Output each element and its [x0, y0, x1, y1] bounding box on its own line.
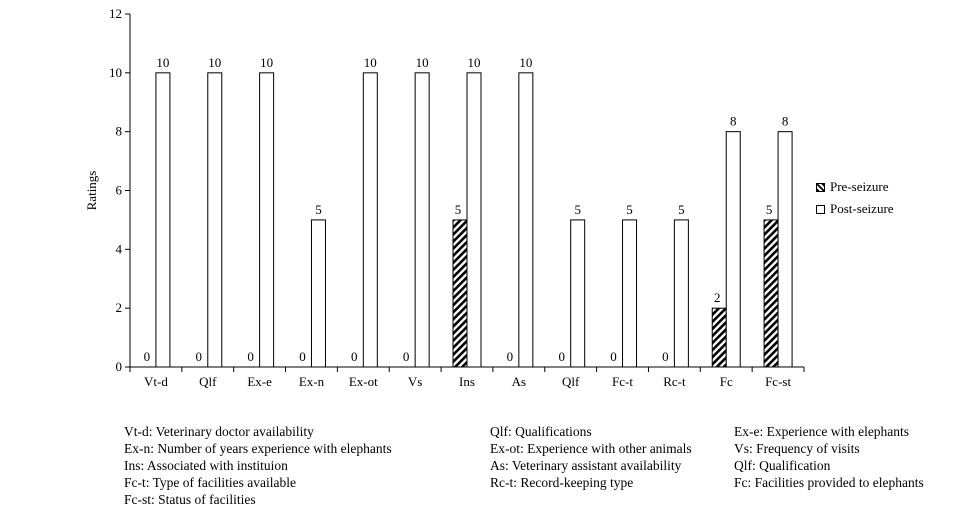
note-line: Ex-ot: Experience with other animals — [490, 441, 692, 456]
note-line: As: Veterinary assistant availability — [490, 458, 682, 473]
x-tick-label: Fc-st — [765, 374, 791, 389]
note-line: Ex-n: Number of years experience with el… — [124, 441, 392, 456]
post-seizure-bar — [673, 219, 689, 368]
post-seizure-data-label: 5 — [315, 202, 322, 217]
post-seizure-data-label: 10 — [208, 55, 221, 70]
notes-column-2: Qlf: Qualifications Ex-ot: Experience wi… — [490, 423, 692, 491]
post-seizure-bar — [310, 219, 326, 368]
note-line: Fc-t: Type of facilities available — [124, 475, 296, 490]
hatch-swatch-icon — [816, 182, 825, 192]
y-tick-label: 0 — [116, 359, 123, 374]
post-seizure-bar — [362, 72, 378, 368]
note-line: Qlf: Qualification — [734, 458, 831, 473]
notes-column-3: Ex-e: Experience with elephants Vs: Freq… — [734, 423, 924, 491]
x-tick-label: As — [512, 374, 526, 389]
post-seizure-data-label: 10 — [416, 55, 429, 70]
legend-label-post-seizure: Post-seizure — [830, 201, 894, 216]
pre-seizure-bar — [452, 219, 468, 368]
post-seizure-data-label: 10 — [468, 55, 481, 70]
x-tick-label: Ins — [459, 374, 475, 389]
pre-seizure-data-label: 0 — [610, 349, 617, 364]
open-swatch-icon — [816, 204, 825, 214]
pre-seizure-bar — [763, 219, 779, 368]
post-seizure-bar — [259, 72, 275, 368]
post-seizure-bar — [725, 131, 741, 368]
x-tick-label: Vt-d — [144, 374, 168, 389]
post-seizure-data-label: 8 — [730, 114, 737, 129]
y-tick-label: 6 — [116, 183, 123, 198]
pre-seizure-data-label: 0 — [507, 349, 514, 364]
notes-column-1: Vt-d: Veterinary doctor availability Ex-… — [124, 423, 392, 508]
y-tick-label: 4 — [116, 241, 123, 256]
pre-seizure-data-label: 5 — [455, 202, 462, 217]
post-seizure-data-label: 8 — [782, 114, 789, 129]
note-line: Vs: Frequency of visits — [734, 441, 860, 456]
note-line: Fc: Facilities provided to elephants — [734, 475, 924, 490]
x-tick-label: Ex-ot — [349, 374, 378, 389]
post-seizure-bar — [414, 72, 430, 368]
x-tick-label: Fc-t — [612, 374, 633, 389]
pre-seizure-data-label: 0 — [558, 349, 565, 364]
y-tick-label: 10 — [109, 65, 122, 80]
pre-seizure-data-label: 0 — [196, 349, 203, 364]
post-seizure-bar — [207, 72, 223, 368]
pre-seizure-data-label: 0 — [299, 349, 306, 364]
post-seizure-bar — [622, 219, 638, 368]
y-tick-label: 2 — [116, 300, 123, 315]
x-tick-label: Ex-n — [299, 374, 325, 389]
legend-label-pre-seizure: Pre-seizure — [830, 179, 889, 194]
x-tick-label: Ex-e — [247, 374, 272, 389]
pre-seizure-data-label: 5 — [766, 202, 773, 217]
note-line: Qlf: Qualifications — [490, 424, 592, 439]
pre-seizure-data-label: 0 — [144, 349, 151, 364]
post-seizure-data-label: 5 — [626, 202, 633, 217]
x-tick-label: Qlf — [199, 374, 217, 389]
x-tick-label: Rc-t — [663, 374, 686, 389]
y-axis-label: Ratings — [84, 171, 99, 211]
post-seizure-data-label: 10 — [519, 55, 532, 70]
legend-item-pre-seizure: Pre-seizure — [816, 176, 894, 198]
note-line: Vt-d: Veterinary doctor availability — [124, 424, 314, 439]
post-seizure-data-label: 10 — [156, 55, 169, 70]
post-seizure-data-label: 5 — [574, 202, 581, 217]
pre-seizure-data-label: 0 — [662, 349, 669, 364]
legend: Pre-seizure Post-seizure — [816, 176, 894, 220]
pre-seizure-data-label: 2 — [714, 290, 721, 305]
post-seizure-bar — [570, 219, 586, 368]
post-seizure-bar — [155, 72, 171, 368]
note-line: Ins: Associated with instituion — [124, 458, 288, 473]
note-line: Ex-e: Experience with elephants — [734, 424, 910, 439]
post-seizure-bar — [777, 131, 793, 368]
post-seizure-data-label: 5 — [678, 202, 685, 217]
post-seizure-bar — [466, 72, 482, 368]
note-line: Fc-st: Status of facilities — [124, 492, 256, 507]
pre-seizure-data-label: 0 — [351, 349, 358, 364]
pre-seizure-data-label: 0 — [247, 349, 254, 364]
y-tick-label: 12 — [109, 6, 122, 21]
x-tick-label: Qlf — [562, 374, 580, 389]
post-seizure-bar — [518, 72, 534, 368]
pre-seizure-data-label: 0 — [403, 349, 410, 364]
x-tick-label: Fc — [720, 374, 733, 389]
note-line: Rc-t: Record-keeping type — [490, 475, 634, 490]
x-tick-label: Vs — [408, 374, 422, 389]
y-tick-label: 8 — [116, 124, 123, 139]
legend-item-post-seizure: Post-seizure — [816, 198, 894, 220]
bar-chart: 0 2 4 6 8 10 12 Ratings Vt-d 0 10 Qlf 0 10 Ex-e 0 10 Ex-n… — [84, 6, 805, 389]
post-seizure-data-label: 10 — [260, 55, 273, 70]
pre-seizure-bar — [711, 307, 727, 368]
post-seizure-data-label: 10 — [364, 55, 377, 70]
